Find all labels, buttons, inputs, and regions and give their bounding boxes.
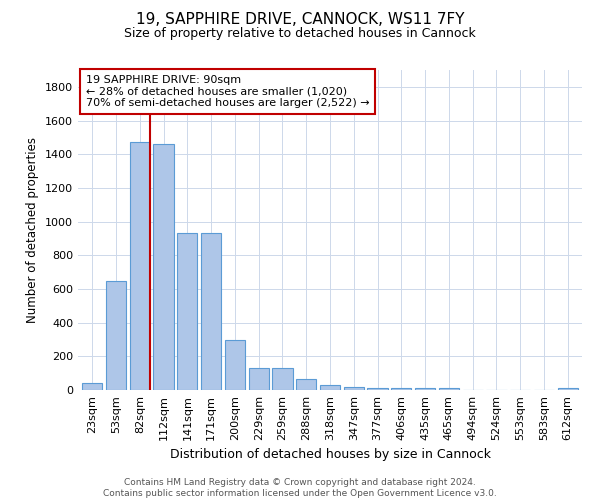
Bar [272,368,293,390]
Bar [248,368,269,390]
Text: 19, SAPPHIRE DRIVE, CANNOCK, WS11 7FY: 19, SAPPHIRE DRIVE, CANNOCK, WS11 7FY [136,12,464,28]
Text: Size of property relative to detached houses in Cannock: Size of property relative to detached ho… [124,28,476,40]
Bar [82,384,103,390]
Bar [367,388,388,390]
Bar [106,280,126,390]
Bar [130,142,150,390]
Bar [201,234,221,390]
Bar [296,379,316,390]
Text: 19 SAPPHIRE DRIVE: 90sqm
← 28% of detached houses are smaller (1,020)
70% of sem: 19 SAPPHIRE DRIVE: 90sqm ← 28% of detach… [86,75,369,108]
Bar [391,388,412,390]
Bar [154,144,173,390]
Bar [177,232,197,390]
Bar [415,388,435,390]
Bar [344,386,364,390]
X-axis label: Distribution of detached houses by size in Cannock: Distribution of detached houses by size … [170,448,491,462]
Y-axis label: Number of detached properties: Number of detached properties [26,137,40,323]
Bar [557,388,578,390]
Bar [320,385,340,390]
Text: Contains HM Land Registry data © Crown copyright and database right 2024.
Contai: Contains HM Land Registry data © Crown c… [103,478,497,498]
Bar [439,388,459,390]
Bar [225,340,245,390]
